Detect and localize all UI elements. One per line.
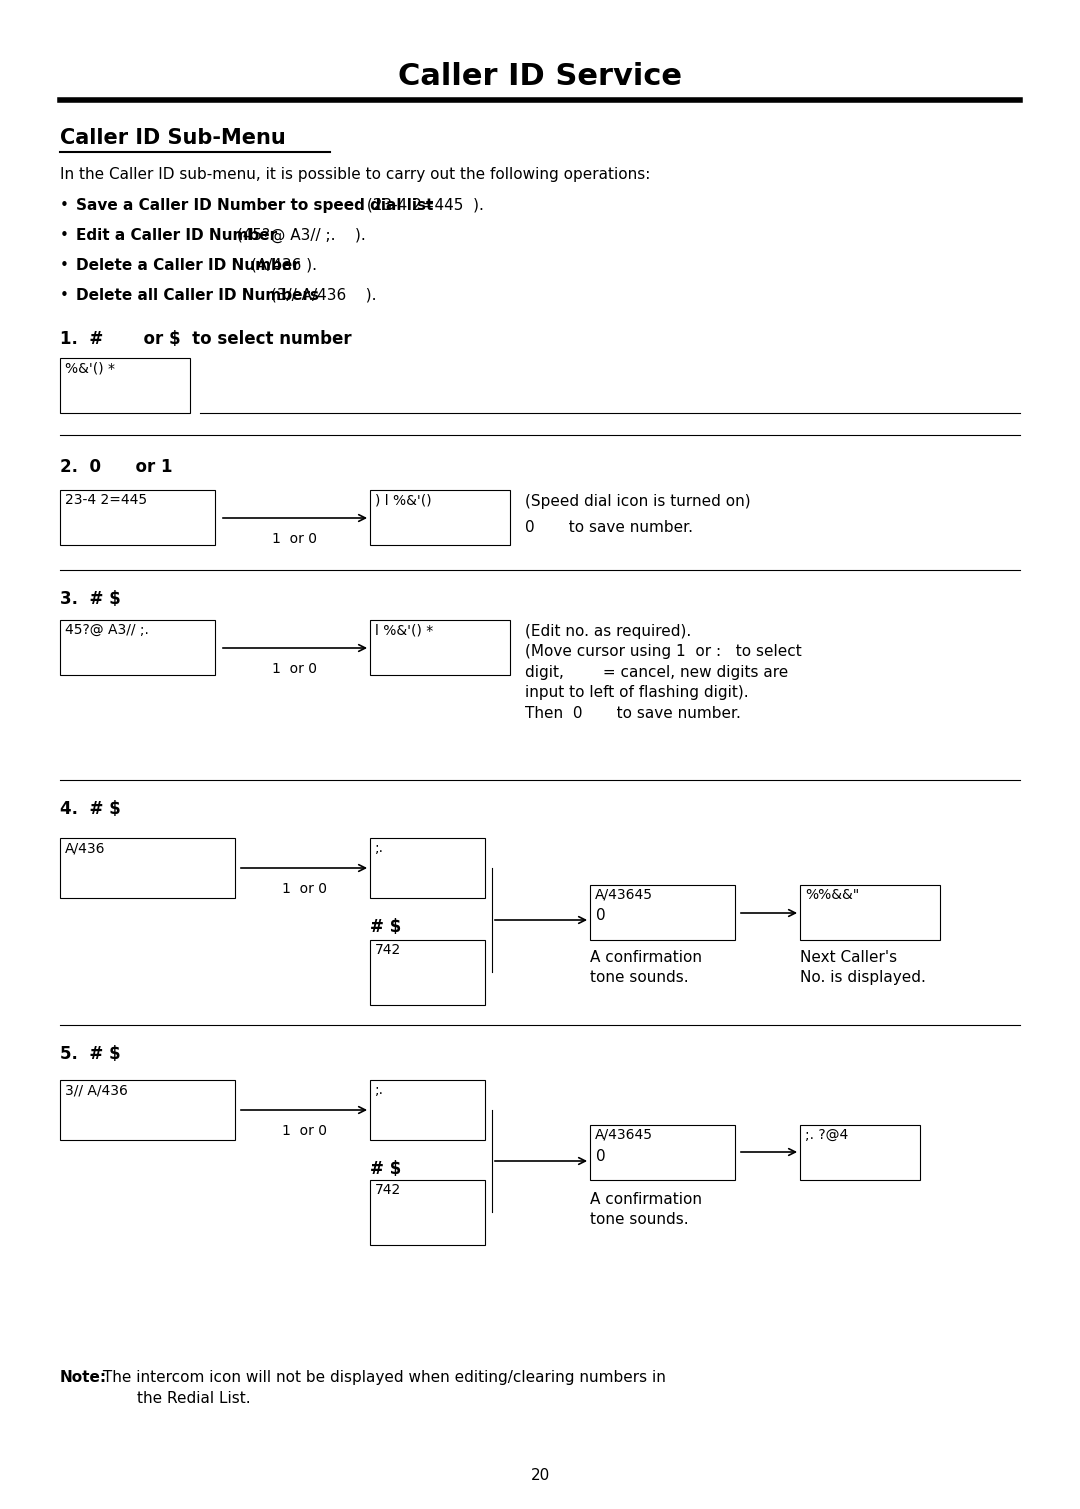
Text: 4.  # $: 4. # $ (60, 800, 121, 818)
Bar (370, 490, 510, 545)
Bar (800, 884, 940, 940)
Text: 3.  # $: 3. # $ (60, 590, 121, 608)
Bar (590, 1126, 735, 1180)
Text: %%&&": %%&&" (805, 887, 860, 902)
Bar (60, 490, 215, 545)
Text: 45?@ A3// ;.: 45?@ A3// ;. (65, 623, 149, 637)
Text: 1  or 0: 1 or 0 (282, 881, 326, 896)
Bar (590, 884, 735, 940)
Text: (45?@ A3// ;.    ).: (45?@ A3// ;. ). (232, 228, 366, 243)
Text: •: • (60, 258, 69, 273)
Text: 2.  0      or 1: 2. 0 or 1 (60, 459, 173, 475)
Text: ) l %&'(): ) l %&'() (375, 493, 432, 507)
Text: A/436: A/436 (65, 841, 106, 856)
Text: 1  or 0: 1 or 0 (282, 1124, 326, 1138)
Text: 23-4 2=445: 23-4 2=445 (65, 493, 147, 507)
Text: (A/436 ).: (A/436 ). (246, 258, 318, 273)
Bar (370, 837, 485, 898)
Text: Edit a Caller ID Number: Edit a Caller ID Number (76, 228, 278, 243)
Bar (370, 1080, 485, 1139)
Text: In the Caller ID sub-menu, it is possible to carry out the following operations:: In the Caller ID sub-menu, it is possibl… (60, 167, 650, 183)
Text: A/43645: A/43645 (595, 887, 653, 902)
Text: Caller ID Sub-Menu: Caller ID Sub-Menu (60, 128, 286, 148)
Bar (60, 1080, 235, 1139)
Bar (60, 837, 235, 898)
Text: 0       to save number.: 0 to save number. (525, 521, 693, 536)
Text: •: • (60, 288, 69, 303)
Text: Next Caller's
No. is displayed.: Next Caller's No. is displayed. (800, 951, 926, 985)
Bar (370, 1180, 485, 1245)
Text: ;. ?@4: ;. ?@4 (805, 1129, 848, 1142)
Text: •: • (60, 228, 69, 243)
Text: Delete all Caller ID Numbers: Delete all Caller ID Numbers (76, 288, 319, 303)
Bar (800, 1126, 920, 1180)
Text: 1  or 0: 1 or 0 (272, 533, 318, 546)
Text: # $: # $ (370, 917, 402, 936)
Bar (370, 940, 485, 1005)
Text: Delete a Caller ID Number: Delete a Caller ID Number (76, 258, 300, 273)
Text: A confirmation
tone sounds.: A confirmation tone sounds. (590, 951, 702, 985)
Text: 0: 0 (596, 908, 606, 924)
Text: •: • (60, 198, 69, 213)
Bar (370, 620, 510, 675)
Text: 20: 20 (530, 1468, 550, 1483)
Text: A/43645: A/43645 (595, 1129, 653, 1142)
Text: A confirmation
tone sounds.: A confirmation tone sounds. (590, 1192, 702, 1227)
Text: Caller ID Service: Caller ID Service (399, 62, 681, 91)
Text: # $: # $ (370, 1160, 402, 1179)
Text: 1  or 0: 1 or 0 (272, 662, 318, 676)
Text: Save a Caller ID Number to speed dial list: Save a Caller ID Number to speed dial li… (76, 198, 433, 213)
Text: (Speed dial icon is turned on): (Speed dial icon is turned on) (525, 493, 751, 509)
Text: (3// A/436    ).: (3// A/436 ). (267, 288, 377, 303)
Text: 5.  # $: 5. # $ (60, 1046, 121, 1062)
Text: 0: 0 (596, 1148, 606, 1163)
Text: (Edit no. as required).
(Move cursor using 1  or :   to select
digit,        = c: (Edit no. as required). (Move cursor usi… (525, 625, 801, 721)
Bar (60, 358, 190, 413)
Text: 742: 742 (375, 1183, 402, 1197)
Text: The intercom icon will not be displayed when editing/clearing numbers in
       : The intercom icon will not be displayed … (98, 1370, 666, 1406)
Text: 742: 742 (375, 943, 402, 957)
Bar (60, 620, 215, 675)
Text: ;.: ;. (375, 841, 384, 856)
Text: Note:: Note: (60, 1370, 107, 1385)
Text: 3// A/436: 3// A/436 (65, 1083, 127, 1097)
Text: l %&'() *: l %&'() * (375, 623, 433, 637)
Text: %&'() *: %&'() * (65, 361, 114, 376)
Text: 1.  #       or $  to select number: 1. # or $ to select number (60, 330, 352, 349)
Text: (23-4 2=445  ).: (23-4 2=445 ). (362, 198, 484, 213)
Text: ;.: ;. (375, 1083, 384, 1097)
